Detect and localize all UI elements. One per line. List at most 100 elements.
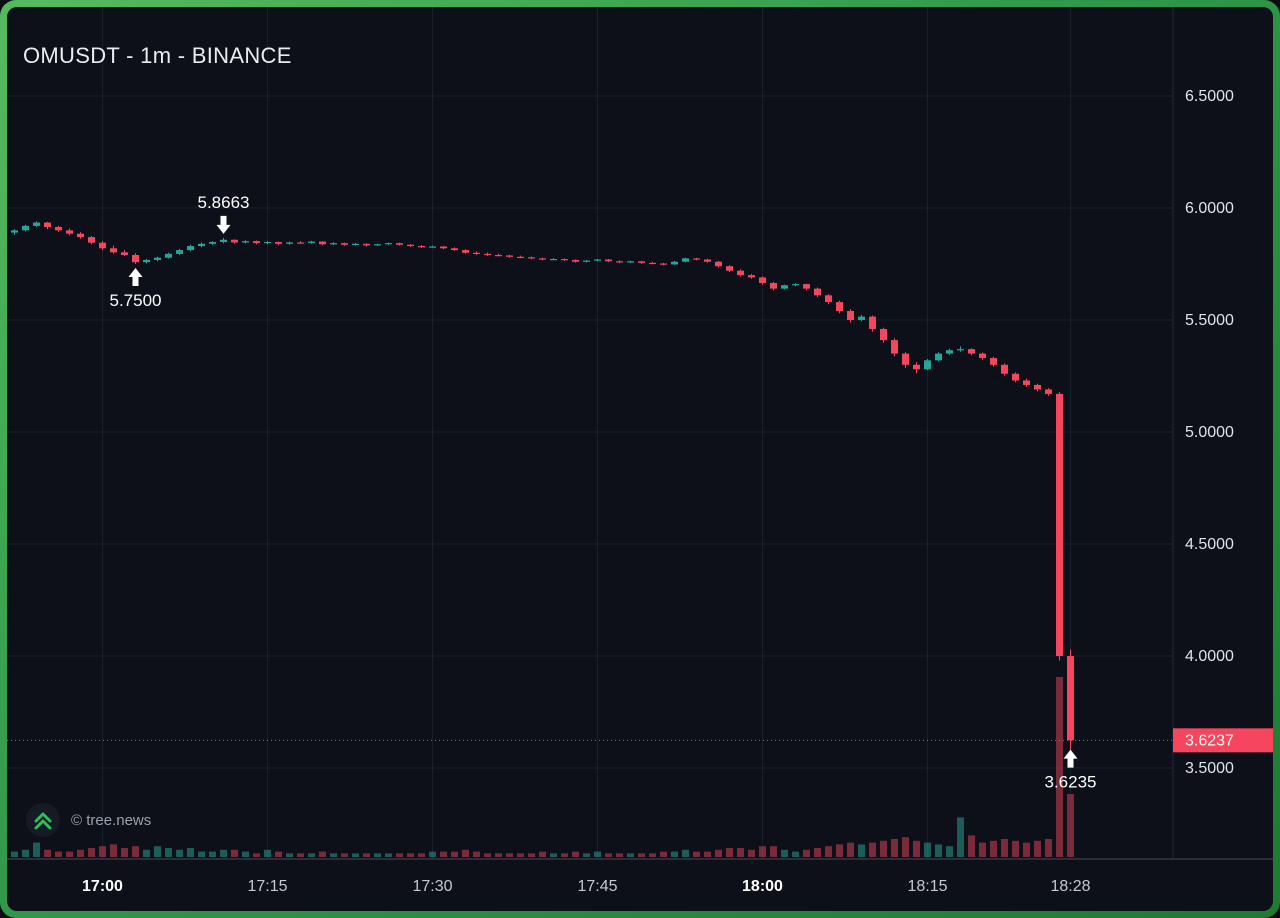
- volume-bar: [308, 853, 315, 857]
- candle-body: [814, 288, 821, 296]
- candle-body: [308, 241, 315, 243]
- candle-body: [979, 353, 986, 359]
- volume-bar: [495, 853, 502, 857]
- candle-body: [825, 295, 832, 303]
- chart-canvas[interactable]: 5.8663 5.7500 3.6235 6.5000 6.0000 5.5000 5.00…: [7, 7, 1273, 911]
- volume-bar: [737, 848, 744, 857]
- candle-body: [506, 255, 513, 257]
- candle-body: [627, 261, 634, 263]
- down-arrow-icon: [216, 215, 231, 234]
- candle-body: [374, 244, 381, 246]
- candle-body: [1012, 373, 1019, 381]
- candle-body: [352, 243, 359, 246]
- price-axis[interactable]: 6.5000 6.0000 5.5000 5.0000 4.5000 4.0000 3.50…: [1185, 88, 1234, 777]
- price-tick-label: 4.5000: [1185, 536, 1234, 553]
- volume-bar: [110, 844, 117, 857]
- volume-bar: [847, 842, 854, 857]
- volume-bar: [781, 849, 788, 857]
- volume-bar: [33, 842, 40, 857]
- watermark: © tree.news: [25, 802, 151, 838]
- volume-bar: [462, 849, 469, 857]
- candle-body: [253, 241, 260, 244]
- price-tick-label: 6.0000: [1185, 200, 1234, 217]
- candle-body: [341, 243, 348, 245]
- candle-body: [286, 242, 293, 244]
- volume-bar: [44, 849, 51, 857]
- candle-body: [110, 248, 117, 253]
- candle-body: [418, 246, 425, 248]
- volume-bar: [88, 848, 95, 857]
- candle-body: [165, 253, 172, 258]
- candle-body: [275, 242, 282, 244]
- signal-price-label: 5.7500: [110, 291, 162, 310]
- time-axis[interactable]: 17:00 17:15 17:30 17:45 18:00 18:15 18:28: [82, 878, 1091, 895]
- candle-body: [836, 302, 843, 312]
- volume-bar: [1001, 839, 1008, 857]
- candle-body: [1056, 393, 1063, 657]
- candle-body: [682, 258, 689, 262]
- volume-bar: [143, 849, 150, 857]
- volume-bar: [11, 851, 18, 857]
- time-tick-label: 17:30: [412, 878, 452, 895]
- candle-body: [704, 259, 711, 262]
- volume-bar: [979, 842, 986, 857]
- volume-bar: [792, 851, 799, 857]
- volume-bar: [429, 851, 436, 857]
- candle-body: [121, 252, 128, 256]
- candle-body: [77, 233, 84, 238]
- candle-body: [330, 243, 337, 245]
- volume-bar: [858, 844, 865, 857]
- candle-body: [33, 222, 40, 226]
- price-tick-label: 5.0000: [1185, 424, 1234, 441]
- volume-bar: [825, 846, 832, 857]
- volume-bar: [209, 851, 216, 857]
- candle-body: [858, 316, 865, 320]
- volume-bar: [935, 844, 942, 857]
- candle-body: [1001, 364, 1008, 374]
- candle-body: [693, 258, 700, 260]
- volume-bar: [572, 851, 579, 857]
- candle-body: [539, 258, 546, 260]
- candle-body: [902, 353, 909, 365]
- candle-body: [781, 285, 788, 289]
- candle-body: [913, 364, 920, 370]
- volume-bar: [418, 853, 425, 857]
- volume-bar: [154, 846, 161, 857]
- watermark-label: © tree.news: [71, 811, 152, 829]
- candle-body: [660, 263, 667, 265]
- candle-body: [319, 241, 326, 245]
- current-price-tag: 3.6237: [1173, 728, 1273, 753]
- candle-body: [924, 360, 931, 370]
- candle-body: [242, 241, 249, 243]
- candle-body: [187, 246, 194, 251]
- volume-bar: [693, 851, 700, 857]
- volume-bar: [1067, 794, 1074, 857]
- volume-bar: [913, 840, 920, 857]
- volume-bar: [605, 853, 612, 857]
- candle-body: [473, 252, 480, 254]
- volume-bar: [1012, 840, 1019, 857]
- volume-bar: [704, 851, 711, 857]
- volume-bar: [275, 851, 282, 857]
- volume-bar: [484, 853, 491, 857]
- price-tick-label: 3.5000: [1185, 760, 1234, 777]
- volume-bar: [583, 853, 590, 857]
- volume-bar: [341, 853, 348, 857]
- candle-body: [11, 230, 18, 233]
- volume-bar: [55, 851, 62, 857]
- candle-body: [99, 242, 106, 249]
- volume-bar: [363, 853, 370, 857]
- volume-bar: [1023, 842, 1030, 857]
- time-tick-label: 18:15: [907, 878, 947, 895]
- volume-bar: [627, 853, 634, 857]
- candle-body: [264, 242, 271, 244]
- candle-body: [594, 259, 601, 261]
- up-arrow-icon: [1063, 749, 1078, 768]
- candle-body: [715, 261, 722, 267]
- volume-bar: [297, 853, 304, 857]
- volume-bar: [1045, 839, 1052, 857]
- time-tick-label: 18:28: [1050, 878, 1090, 895]
- candle-body: [1023, 380, 1030, 385]
- volume-bar: [539, 851, 546, 857]
- candle-body: [1067, 656, 1074, 741]
